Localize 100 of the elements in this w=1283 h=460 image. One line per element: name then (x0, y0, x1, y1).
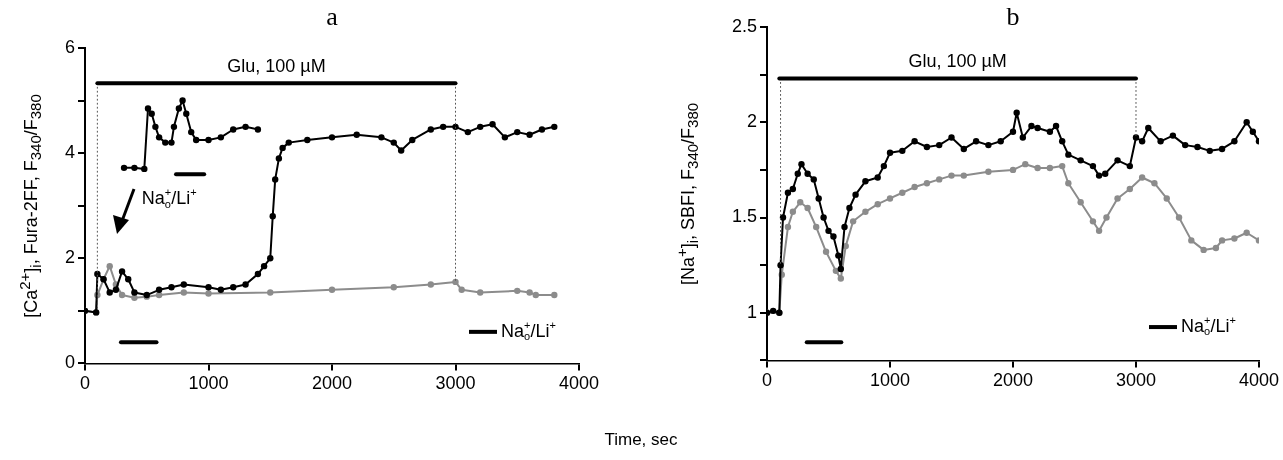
point (131, 289, 138, 296)
point (188, 128, 195, 136)
point (155, 286, 163, 294)
point (175, 105, 183, 112)
point (254, 126, 262, 133)
point (106, 262, 113, 270)
point (378, 134, 385, 141)
chart-title: a (326, 2, 338, 32)
point (192, 136, 200, 144)
point (230, 283, 237, 291)
point (304, 136, 311, 144)
point (849, 218, 857, 225)
point (985, 168, 992, 175)
x-tick-label: 1000 (869, 370, 911, 391)
point (1114, 195, 1121, 202)
point (1138, 174, 1146, 181)
point (131, 164, 138, 172)
point (1243, 229, 1250, 236)
annotation: Glu, 100 µM (908, 51, 1007, 72)
point (526, 289, 533, 296)
point (886, 195, 894, 202)
point (813, 223, 820, 231)
point (439, 123, 447, 131)
point (205, 290, 212, 297)
point (1212, 244, 1220, 252)
point (452, 278, 459, 286)
point (269, 213, 276, 220)
point (797, 199, 804, 206)
point (489, 121, 496, 128)
point (180, 281, 188, 288)
point (141, 165, 148, 173)
point (789, 208, 797, 215)
point (1126, 185, 1134, 193)
point (874, 200, 881, 208)
point (118, 268, 126, 275)
point (260, 262, 268, 270)
point (118, 291, 126, 299)
point (837, 275, 845, 282)
y-tick-label: 2.5 (731, 15, 758, 36)
point (328, 134, 336, 141)
point (1034, 164, 1041, 172)
point (514, 128, 521, 136)
point (911, 183, 918, 191)
point (125, 276, 132, 283)
point (1009, 166, 1017, 174)
point (526, 131, 533, 138)
point (242, 123, 249, 131)
point (217, 134, 225, 141)
point (532, 291, 539, 299)
point (1065, 180, 1072, 187)
x-tick-label: 1000 (188, 373, 229, 394)
x-tick-label: 4000 (1238, 370, 1279, 391)
x-tick-label: 3000 (435, 373, 476, 394)
point (409, 136, 416, 144)
point (267, 289, 274, 296)
point (1163, 195, 1170, 202)
annotation: Glu, 100 µM (227, 56, 326, 77)
point (353, 131, 360, 138)
point (170, 123, 178, 131)
point (328, 286, 336, 294)
x-tick-label: 0 (80, 373, 91, 394)
y-tick-label: 1 (747, 301, 758, 322)
point (923, 180, 931, 187)
point (960, 172, 968, 179)
point (390, 283, 397, 291)
point (217, 286, 225, 294)
point (1218, 237, 1226, 244)
point (106, 289, 113, 296)
point (1046, 164, 1054, 172)
point (464, 128, 472, 136)
point (285, 139, 292, 146)
point (279, 144, 286, 152)
point (152, 123, 159, 131)
point (804, 204, 811, 212)
point (144, 105, 152, 112)
point (784, 223, 792, 231)
point (112, 286, 120, 294)
point (179, 97, 186, 104)
point (1095, 227, 1103, 235)
point (1175, 214, 1183, 221)
point (168, 283, 175, 291)
y-tick-label: 6 (65, 36, 76, 57)
point (168, 139, 175, 146)
point (275, 155, 283, 162)
point (501, 134, 509, 141)
y-tick-label: 0 (65, 352, 76, 373)
x-tick-label: 2000 (311, 373, 353, 394)
point (183, 110, 190, 117)
point (477, 123, 484, 131)
point (162, 139, 169, 146)
point (230, 126, 237, 133)
point (120, 164, 128, 172)
point (427, 281, 434, 288)
point (948, 172, 955, 179)
x-tick-label: 4000 (558, 373, 600, 394)
point (427, 126, 434, 133)
point (390, 139, 397, 146)
point (477, 289, 484, 296)
x-tick-label: 3000 (1115, 370, 1157, 391)
point (936, 176, 943, 183)
